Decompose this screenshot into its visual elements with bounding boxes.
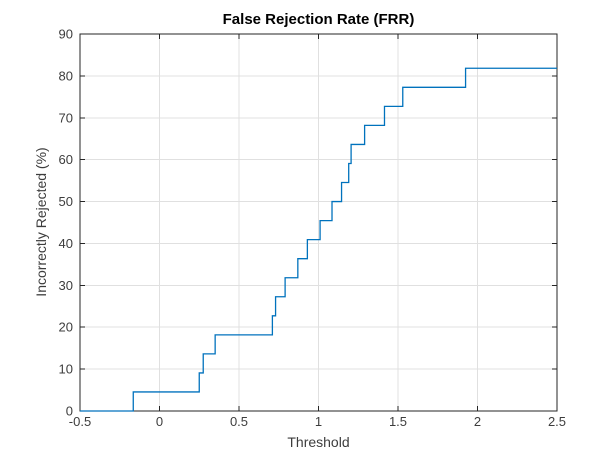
frr-step-line [80,67,557,412]
axis-box [79,33,558,412]
y-tick-label: 0 [66,404,73,419]
x-axis-label: Threshold [287,434,349,450]
grid-layer [80,34,557,411]
x-tick-label: 1.5 [389,414,407,429]
y-axis-label: Incorrectly Rejected (%) [33,147,49,296]
y-tick-label: 80 [59,68,73,83]
y-tick-label: 50 [59,194,73,209]
x-tick-label: 1 [315,414,322,429]
y-tick-label: 40 [59,236,73,251]
x-tick-label: 2 [474,414,481,429]
x-tick-labels: -0.5 0 0.5 1 1.5 2 2.5 [69,414,566,429]
y-tick-label: 10 [59,362,73,377]
chart-title: False Rejection Rate (FRR) [223,11,415,28]
x-tick-label: 2.5 [548,414,566,429]
x-tick-label: -0.5 [69,414,91,429]
y-tick-label: 90 [59,27,73,42]
x-tick-label: 0 [156,414,163,429]
y-tick-label: 70 [59,110,73,125]
y-tick-label: 20 [59,320,73,335]
y-tick-label: 30 [59,278,73,293]
y-tick-labels: 0 10 20 30 40 50 60 70 80 90 [59,27,73,419]
y-tick-label: 60 [59,152,73,167]
x-tick-label: 0.5 [230,414,248,429]
